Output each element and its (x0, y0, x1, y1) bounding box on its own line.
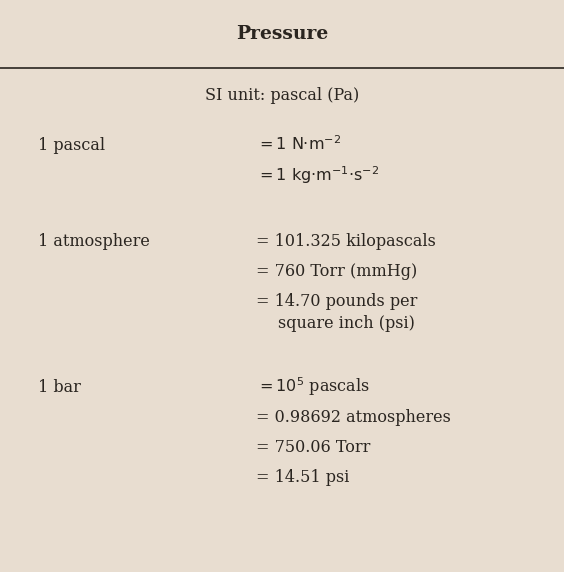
Text: 1 bar: 1 bar (38, 379, 81, 395)
Text: SI unit: pascal (Pa): SI unit: pascal (Pa) (205, 86, 359, 104)
Text: square inch (psi): square inch (psi) (278, 316, 415, 332)
Text: $= 1\ \mathrm{kg{\cdot}m^{-1}{\cdot}s^{-2}}$: $= 1\ \mathrm{kg{\cdot}m^{-1}{\cdot}s^{-… (256, 164, 379, 186)
Text: = 0.98692 atmospheres: = 0.98692 atmospheres (256, 408, 451, 426)
Text: = 14.70 pounds per: = 14.70 pounds per (256, 293, 417, 311)
Text: = 750.06 Torr: = 750.06 Torr (256, 439, 371, 455)
Text: $= 10^5$ pascals: $= 10^5$ pascals (256, 376, 370, 398)
Text: = 760 Torr (mmHg): = 760 Torr (mmHg) (256, 264, 417, 280)
Bar (0, 0, 564, 68)
Text: 1 atmosphere: 1 atmosphere (38, 233, 150, 251)
Text: = 14.51 psi: = 14.51 psi (256, 468, 349, 486)
Text: $= 1\ \mathrm{N{\cdot}m^{-2}}$: $= 1\ \mathrm{N{\cdot}m^{-2}}$ (256, 136, 341, 154)
Text: 1 pascal: 1 pascal (38, 137, 105, 153)
Text: Pressure: Pressure (236, 25, 328, 43)
Text: = 101.325 kilopascals: = 101.325 kilopascals (256, 233, 436, 251)
